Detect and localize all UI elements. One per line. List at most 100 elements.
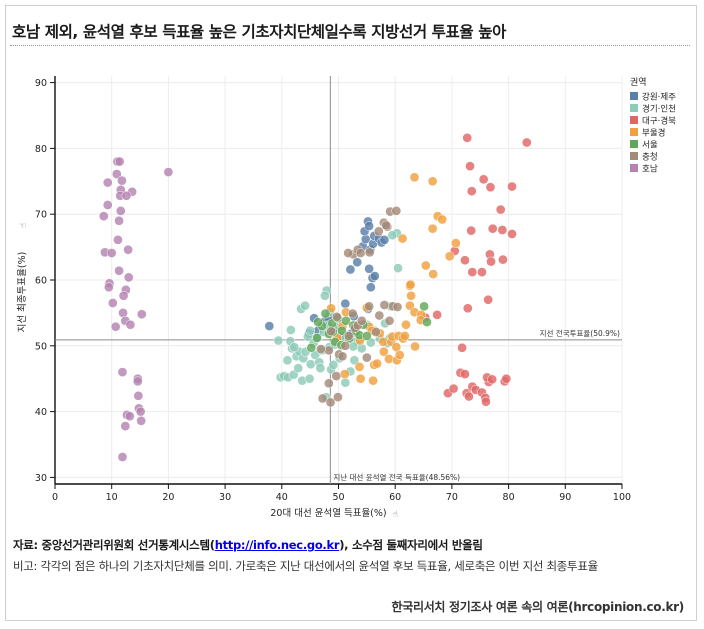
data-point (273, 335, 284, 346)
chart-frame (5, 5, 697, 621)
data-point (356, 343, 367, 354)
data-point (466, 225, 477, 236)
scatter-chart: 0 10 20 30 40 50 60 70 80 90 100 30 40 50 60 70 80 90 지선 전… (17, 76, 676, 520)
credit-line: 한국리서치 정기조사 여론 속의 여론(hrcopinion.co.kr) (391, 600, 684, 614)
data-point (113, 235, 123, 245)
data-point (364, 263, 374, 274)
data-point (98, 211, 109, 222)
data-point (107, 298, 118, 308)
data-point (379, 300, 390, 310)
data-point (312, 333, 322, 343)
data-point (317, 393, 328, 404)
data-point (326, 326, 336, 337)
chart-note: 비고: 각각의 점은 하나의 기초자치단체를 의미. 가로축은 지난 대선에서의… (13, 559, 598, 573)
data-point (313, 317, 323, 327)
data-point (163, 167, 174, 177)
data-point (343, 331, 354, 341)
data-point (300, 300, 310, 311)
title-divider (10, 45, 690, 46)
data-point (487, 374, 498, 385)
data-point (320, 290, 330, 301)
data-point (392, 302, 403, 312)
data-point (356, 315, 367, 326)
data-point (114, 156, 125, 167)
legend-swatch (630, 104, 638, 112)
data-point (428, 269, 439, 279)
data-point (372, 358, 382, 369)
data-point (340, 377, 351, 388)
x-tick-label: 100 (613, 492, 631, 503)
data-point (316, 344, 326, 354)
data-point (460, 255, 470, 266)
x-tick-label: 60 (389, 492, 401, 503)
y-tick-label: 80 (35, 144, 47, 155)
y-axis-cursor-icon: ☝ (19, 223, 29, 228)
data-point (368, 375, 378, 386)
data-point (340, 340, 351, 351)
data-point (305, 325, 315, 336)
data-point (324, 345, 334, 356)
data-point (365, 282, 376, 293)
data-point (399, 331, 410, 341)
data-point (341, 315, 351, 326)
data-point (136, 309, 147, 320)
data-point (384, 315, 395, 326)
data-point (460, 369, 470, 379)
y-tick-label: 70 (35, 210, 47, 221)
data-point (406, 290, 416, 301)
data-point (111, 169, 122, 179)
data-point (339, 369, 350, 379)
data-point (345, 264, 356, 275)
series-group (420, 133, 532, 407)
data-point (328, 360, 339, 370)
data-point (102, 200, 113, 210)
data-point (289, 342, 300, 352)
y-tick-label: 90 (35, 78, 47, 89)
data-point (384, 354, 394, 364)
x-axis-label: 20대 대선 윤석열 득표율(%) (270, 508, 386, 519)
source-link[interactable]: http://info.nec.go.kr (214, 538, 340, 552)
data-point (364, 301, 374, 312)
data-point (362, 352, 372, 363)
ref-line-horizontal-label: 지선 전국투표율(50.9%) (540, 328, 620, 338)
data-point (114, 265, 124, 276)
data-point (362, 331, 372, 341)
data-point (124, 411, 135, 422)
data-point (481, 396, 491, 407)
data-point (337, 351, 348, 362)
page-title: 호남 제외, 윤석열 후보 득표율 높은 기초자치단체일수록 지방선거 투표율 … (12, 23, 506, 41)
data-point (437, 214, 448, 225)
data-point (457, 342, 467, 353)
data-point (364, 221, 374, 231)
data-point (393, 263, 403, 274)
data-point (120, 421, 131, 431)
data-point (521, 137, 532, 148)
data-point (507, 229, 517, 239)
data-point (422, 317, 432, 327)
x-axis-cursor-icon: ☝ (393, 510, 398, 520)
data-point (118, 290, 129, 301)
data-point (379, 346, 389, 357)
data-point (448, 383, 459, 394)
data-point (467, 267, 478, 277)
data-point (305, 359, 316, 370)
data-point (397, 233, 408, 244)
data-point (115, 206, 126, 216)
data-point (325, 397, 336, 408)
legend-label: 경기·인천 (642, 104, 676, 115)
data-point (405, 279, 416, 290)
data-point (343, 248, 353, 258)
legend-swatch (630, 128, 638, 136)
legend-label: 부울경 (642, 128, 665, 139)
data-point (123, 272, 134, 283)
data-point (410, 341, 420, 352)
data-point (349, 355, 360, 366)
data-point (304, 373, 315, 384)
data-point (486, 256, 496, 267)
legend-title: 권역 (630, 76, 647, 88)
x-tick-label: 10 (106, 492, 118, 503)
data-point (381, 220, 391, 231)
data-point (331, 312, 342, 322)
data-point (340, 298, 351, 309)
y-tick-label: 40 (35, 407, 47, 418)
